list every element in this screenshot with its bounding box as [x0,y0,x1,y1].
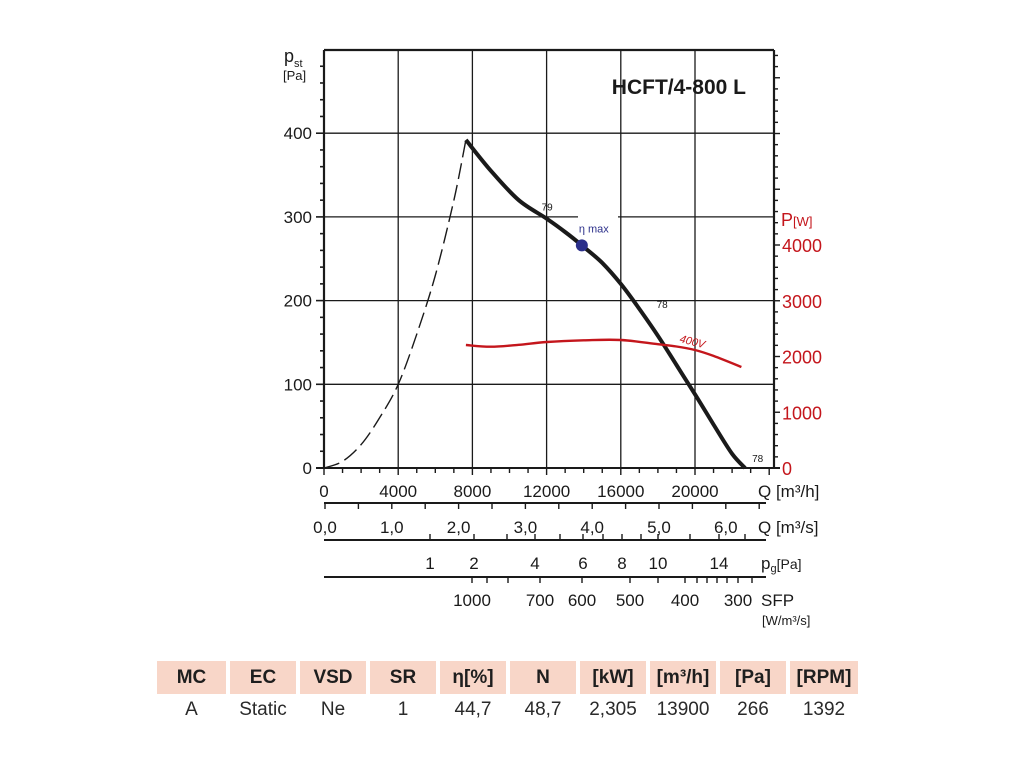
efficiency-label: 79 [542,203,554,214]
x-tick-label: 8000 [453,482,491,501]
series-400V [465,338,742,369]
table-header-cell: [RPM] [790,661,858,694]
table-value-cell: 13900 [656,699,710,720]
axis-tick-label: 6,0 [714,518,738,537]
x-axis-flow-m3s: 0,0 1,0 2,0 3,0 4,0 5,0 6,0 Q [m³/s] [313,502,818,537]
table-value-cell: A [185,699,198,720]
table-header-row: MC EC VSD SR η[%] N [kW] [m³/h] [Pa] [RPM] [157,661,858,694]
axis-tick-label: 4 [530,554,539,573]
y-tick-label: 0 [303,459,312,478]
power-tick-label: 4000 [782,236,822,256]
x-tick-label: 20000 [671,482,718,501]
x-axis-flow-m3h: Q [m³/h] 0 4000 8000 12000 16000 20000 [319,468,819,501]
axis-tick-label: 300 [724,591,752,610]
table-header-cell: [m³/h] [650,661,716,694]
table-header-cell: η[%] [440,661,506,694]
table-value-cell: Ne [320,699,346,720]
eta-max-label: η max [579,223,609,235]
x-axis-sfp: 1000 700 600 500 400 300 SFP [W/m³/s] [324,576,810,628]
table-value-cell: 48,7 [524,699,562,720]
power-tick-label: 1000 [782,403,822,423]
x-tick-label: 12000 [523,482,570,501]
table-header-cell: N [510,661,576,694]
y-axis-label: pst [284,46,303,70]
axis-tick-label: 1000 [453,591,491,610]
table-header-cell: [Pa] [720,661,786,694]
table-value-row: A Static Ne 1 44,7 48,7 2,305 13900 266 1392 [157,694,858,726]
operating-point-table: MC EC VSD SR η[%] N [kW] [m³/h] [Pa] [RPM] A Stati… [157,661,858,726]
x-tick-label: 0 [319,482,328,501]
y-tick-label: 400 [284,124,312,143]
y-tick-label: 300 [284,208,312,227]
efficiency-label: 78 [657,300,669,311]
axis-tick-label: 600 [568,591,596,610]
axis-tick-label: 14 [710,554,729,573]
x-tick-label: 4000 [379,482,417,501]
axis-tick-label: 700 [526,591,554,610]
table-header-cell: EC [230,661,296,694]
axis-tick-label: 10 [649,554,668,573]
table-value-cell: 2,305 [589,699,637,720]
eta-max-marker [575,239,588,252]
axis-tick-label: 2 [469,554,478,573]
grid-lines [324,50,774,468]
axis-tick-label: 500 [616,591,644,610]
axis-tick-label: 5,0 [647,518,671,537]
plot-frame [316,48,780,469]
power-axis: P[W] 0 1000 2000 3000 4000 [774,54,822,479]
table-header-cell: MC [157,661,226,694]
table-value-cell: 1392 [802,699,846,720]
axis-tick-label: 2,0 [447,518,471,537]
axis-tick-label: 1 [425,554,434,573]
axis-tick-label: 8 [617,554,626,573]
x-axis-label: Q [m³/h] [758,482,819,501]
series-pressure [464,138,747,470]
axis-label: SFP [761,591,794,610]
power-tick-label: 0 [782,459,792,479]
table-value-cell: 1 [397,699,409,720]
x-tick-label: 16000 [597,482,644,501]
axis-tick-label: 400 [671,591,699,610]
table-value-cell: 266 [737,699,769,720]
y-axis-unit: [Pa] [283,68,306,83]
y-tick-label: 200 [284,292,312,311]
efficiency-label: 78 [752,454,764,465]
table-value-cell: Static [239,699,287,720]
power-tick-label: 3000 [782,292,822,312]
y-tick-label: 100 [284,375,312,394]
table-header-cell: VSD [300,661,366,694]
series-pressure-unstable [323,139,467,469]
axis-tick-label: 3,0 [514,518,538,537]
axis-tick-label: 4,0 [580,518,604,537]
axis-tick-label: 6 [578,554,587,573]
chart-title: HCFT/4-800 L [612,76,746,99]
table-header-cell: [kW] [580,661,646,694]
x-axis-dynamic-pressure: 1 2 4 6 8 10 14 pg[Pa] [324,534,802,575]
series-group [323,138,747,470]
table-header-cell: SR [370,661,436,694]
power-tick-label: 2000 [782,348,822,368]
table-value-cell: 44,7 [454,699,492,720]
axis-unit: [W/m³/s] [762,613,810,628]
power-axis-label: P[W] [781,210,813,230]
y-axis: pst [Pa] 0 100 200 300 400 [283,46,324,478]
axis-label: Q [m³/s] [758,518,818,537]
axis-label: pg[Pa] [761,554,802,575]
axis-tick-label: 0,0 [313,518,337,537]
axis-tick-label: 1,0 [380,518,404,537]
